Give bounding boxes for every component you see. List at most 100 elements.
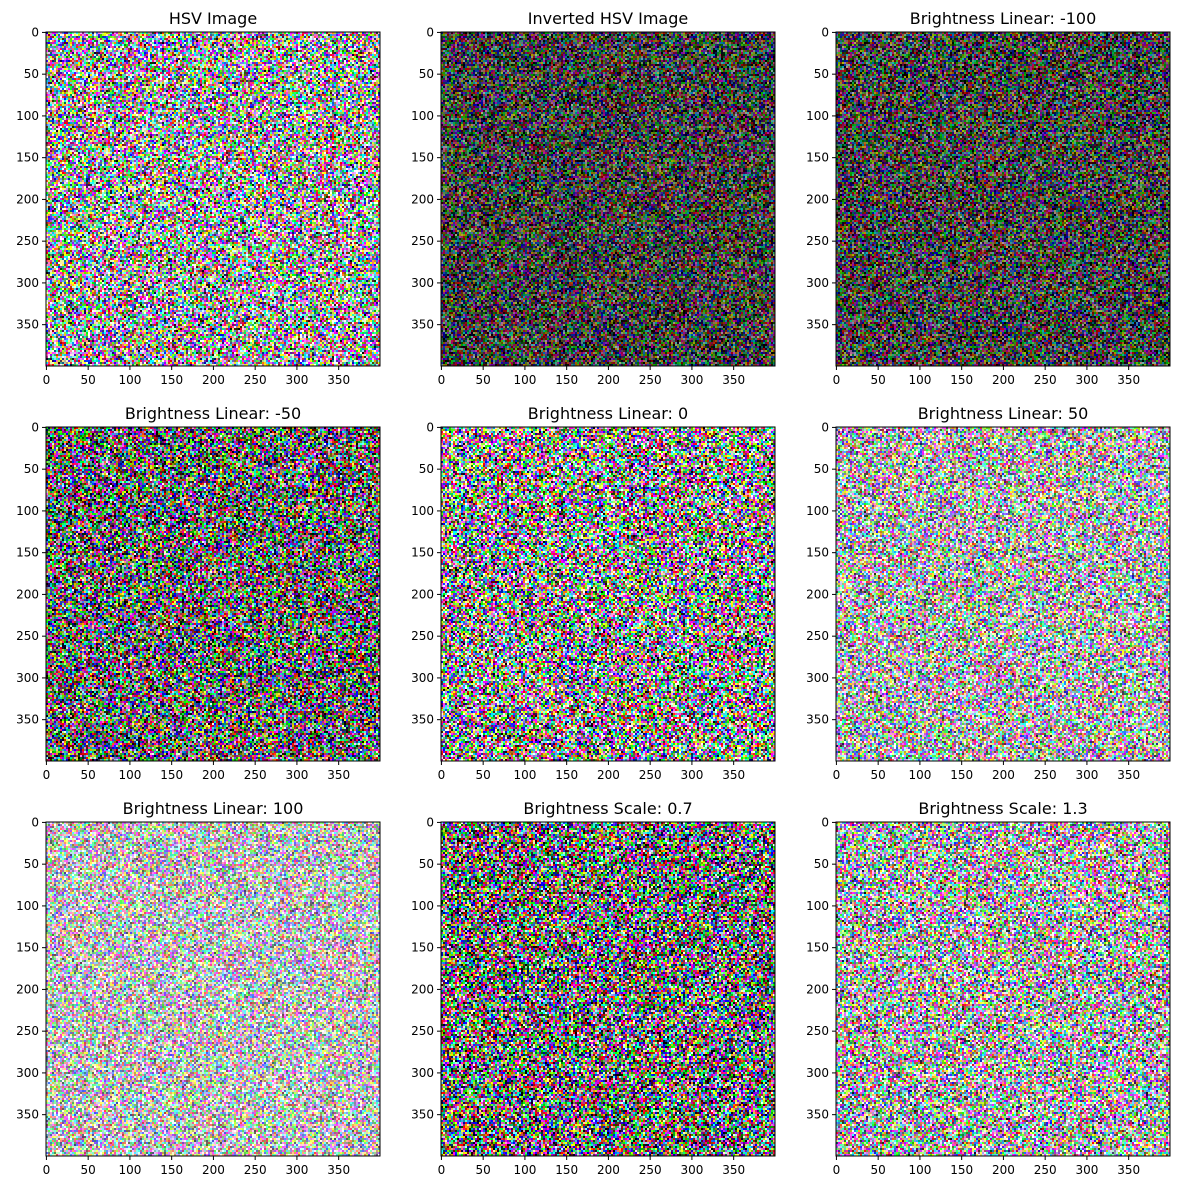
y-tick-label: 350 xyxy=(16,1108,39,1122)
x-tick-label: 250 xyxy=(244,1163,267,1177)
x-tick-label: 250 xyxy=(1034,768,1057,782)
x-tick-label: 350 xyxy=(722,373,745,387)
x-tick-label: 50 xyxy=(81,1163,96,1177)
y-tick-label: 150 xyxy=(806,151,829,165)
x-tick-label: 100 xyxy=(908,768,931,782)
noise-image xyxy=(46,427,380,761)
x-tick-label: 300 xyxy=(1075,768,1098,782)
y-tick-label: 300 xyxy=(16,276,39,290)
y-tick-label: 100 xyxy=(16,109,39,123)
y-tick-label: 150 xyxy=(16,151,39,165)
y-tick-label: 150 xyxy=(16,546,39,560)
x-tick-label: 50 xyxy=(81,373,96,387)
x-tick-label: 250 xyxy=(1034,373,1057,387)
x-tick-label: 50 xyxy=(871,373,886,387)
subplot-title: HSV Image xyxy=(169,9,257,28)
y-tick-label: 350 xyxy=(806,318,829,332)
x-tick-label: 300 xyxy=(1075,373,1098,387)
subplot-title: Inverted HSV Image xyxy=(528,9,688,28)
x-tick-label: 200 xyxy=(992,768,1015,782)
x-tick-label: 100 xyxy=(513,1163,536,1177)
x-tick-label: 300 xyxy=(680,768,703,782)
x-tick-label: 0 xyxy=(438,373,446,387)
y-tick-label: 150 xyxy=(411,151,434,165)
x-tick-label: 50 xyxy=(81,768,96,782)
subplot-3: Brightness Linear: -100 0 50 100 150 200 250 30… xyxy=(806,9,1170,387)
y-tick-label: 200 xyxy=(16,192,39,206)
x-tick-label: 350 xyxy=(1117,768,1140,782)
x-tick-label: 200 xyxy=(202,1163,225,1177)
subplot-title: Brightness Linear: -50 xyxy=(125,404,301,423)
x-tick-label: 150 xyxy=(160,768,183,782)
noise-image xyxy=(46,822,380,1156)
x-tick-label: 300 xyxy=(680,373,703,387)
y-tick-label: 0 xyxy=(821,815,829,829)
x-tick-label: 50 xyxy=(871,1163,886,1177)
y-tick-label: 250 xyxy=(16,234,39,248)
y-tick-label: 150 xyxy=(806,941,829,955)
noise-image xyxy=(441,427,775,761)
x-tick-label: 150 xyxy=(160,373,183,387)
x-tick-label: 200 xyxy=(597,373,620,387)
y-tick-label: 0 xyxy=(821,25,829,39)
y-tick-label: 150 xyxy=(411,941,434,955)
y-tick-label: 250 xyxy=(411,1024,434,1038)
y-tick-label: 50 xyxy=(814,462,829,476)
x-tick-label: 150 xyxy=(555,768,578,782)
y-tick-label: 50 xyxy=(24,67,39,81)
y-tick-label: 200 xyxy=(806,587,829,601)
x-tick-label: 100 xyxy=(118,373,141,387)
noise-image xyxy=(836,822,1170,1156)
y-tick-label: 350 xyxy=(411,318,434,332)
x-tick-label: 100 xyxy=(513,768,536,782)
x-tick-label: 150 xyxy=(950,373,973,387)
y-tick-label: 0 xyxy=(31,815,39,829)
y-tick-label: 50 xyxy=(419,67,434,81)
y-tick-label: 200 xyxy=(806,192,829,206)
subplot-title: Brightness Linear: -100 xyxy=(910,9,1097,28)
x-tick-label: 350 xyxy=(722,1163,745,1177)
x-tick-label: 200 xyxy=(992,373,1015,387)
y-tick-label: 50 xyxy=(24,857,39,871)
subplot-5: Brightness Linear: 0 0 50 100 150 200 250 300 35… xyxy=(411,404,775,782)
x-tick-label: 250 xyxy=(639,373,662,387)
y-tick-label: 0 xyxy=(31,25,39,39)
x-tick-label: 250 xyxy=(244,373,267,387)
x-tick-label: 50 xyxy=(476,1163,491,1177)
x-tick-label: 0 xyxy=(43,768,51,782)
noise-image xyxy=(441,32,775,366)
x-tick-label: 100 xyxy=(118,768,141,782)
y-tick-label: 250 xyxy=(411,629,434,643)
subplot-title: Brightness Linear: 0 xyxy=(528,404,688,423)
subplot-title: Brightness Scale: 0.7 xyxy=(523,799,692,818)
x-tick-label: 200 xyxy=(202,768,225,782)
x-tick-label: 300 xyxy=(680,1163,703,1177)
x-tick-label: 150 xyxy=(950,1163,973,1177)
y-tick-label: 300 xyxy=(806,1066,829,1080)
x-tick-label: 50 xyxy=(476,768,491,782)
x-tick-label: 100 xyxy=(908,1163,931,1177)
x-tick-label: 150 xyxy=(950,768,973,782)
y-tick-label: 0 xyxy=(821,420,829,434)
y-tick-label: 0 xyxy=(426,815,434,829)
x-tick-label: 350 xyxy=(722,768,745,782)
x-tick-label: 200 xyxy=(597,768,620,782)
y-tick-label: 350 xyxy=(16,318,39,332)
subplot-9: Brightness Scale: 1.3 0 50 100 150 200 250 300 3… xyxy=(806,799,1170,1177)
y-tick-label: 200 xyxy=(16,982,39,996)
y-tick-label: 350 xyxy=(806,713,829,727)
y-tick-label: 0 xyxy=(426,25,434,39)
y-tick-label: 300 xyxy=(411,1066,434,1080)
noise-image xyxy=(46,32,380,366)
y-tick-label: 50 xyxy=(814,857,829,871)
y-tick-label: 100 xyxy=(806,899,829,913)
x-tick-label: 350 xyxy=(327,373,350,387)
x-tick-label: 0 xyxy=(833,1163,841,1177)
y-tick-label: 300 xyxy=(411,671,434,685)
x-tick-label: 0 xyxy=(43,373,51,387)
y-tick-label: 50 xyxy=(419,857,434,871)
x-tick-label: 250 xyxy=(639,1163,662,1177)
noise-image xyxy=(836,32,1170,366)
y-tick-label: 250 xyxy=(806,629,829,643)
